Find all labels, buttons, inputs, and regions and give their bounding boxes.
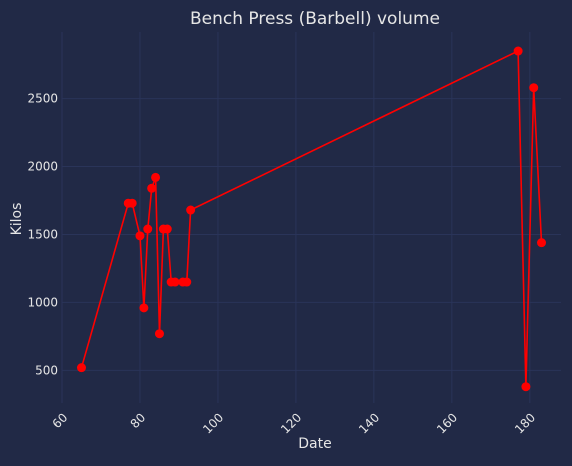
data-point: [151, 172, 161, 182]
y-tick-label: 2000: [27, 160, 58, 174]
series: [76, 46, 547, 392]
grid: [61, 32, 561, 403]
data-point: [537, 238, 547, 248]
data-point: [529, 83, 539, 93]
data-point: [186, 205, 196, 215]
y-tick-label: 1000: [27, 295, 58, 309]
data-point: [139, 303, 149, 313]
data-point: [170, 277, 180, 287]
y-tick-label: 2500: [27, 92, 58, 106]
data-point: [76, 363, 86, 373]
y-tick-label: 500: [35, 363, 58, 377]
data-point: [182, 277, 192, 287]
data-point: [162, 224, 172, 234]
data-point: [154, 329, 164, 339]
chart-title: Bench Press (Barbell) volume: [190, 9, 440, 29]
data-point: [147, 183, 157, 193]
data-point: [513, 46, 523, 56]
data-point: [127, 198, 137, 208]
y-tick-label: 1500: [27, 227, 58, 241]
y-axis-label: Kilos: [9, 203, 25, 236]
data-point: [135, 231, 145, 241]
x-axis-label: Date: [298, 436, 331, 452]
data-point: [521, 382, 531, 392]
data-point: [143, 224, 153, 234]
